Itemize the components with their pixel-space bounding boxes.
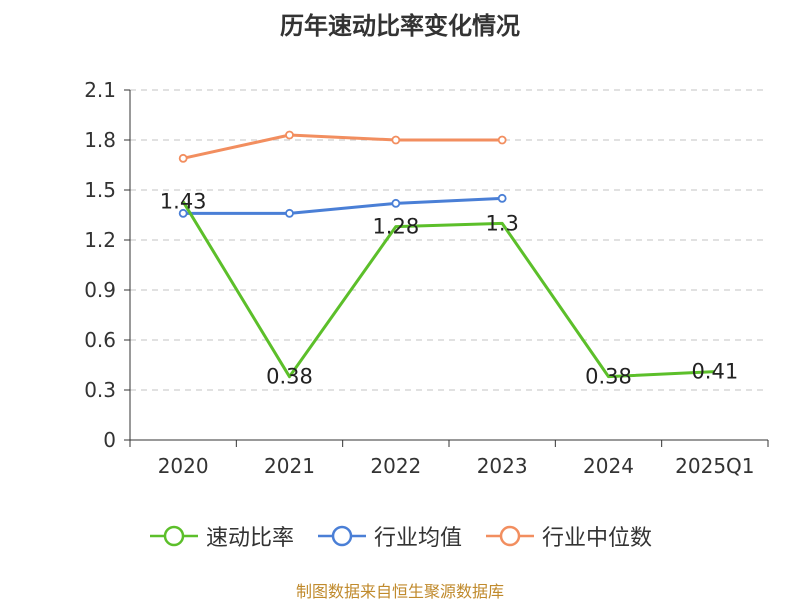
- data-label: 1.3: [485, 211, 518, 235]
- series-point-2: [285, 130, 294, 140]
- y-tick-label: 1.2: [84, 228, 116, 252]
- y-tick-label: 2.1: [84, 78, 116, 102]
- series-point-2: [497, 135, 507, 145]
- y-tick-label: 0.9: [84, 278, 116, 302]
- y-tick-label: 0: [103, 428, 116, 452]
- legend-label: 速动比率: [205, 526, 294, 551]
- series-lines: [181, 133, 715, 379]
- legend-swatch: [149, 525, 198, 547]
- legend-item-1[interactable]: 行业均值: [316, 520, 462, 552]
- series-line-0: [181, 200, 715, 379]
- x-tick-label: 2024: [583, 454, 634, 478]
- x-tick-label: 2023: [477, 454, 528, 478]
- series-line-2: [182, 133, 503, 160]
- y-tick-label: 1.5: [84, 178, 116, 202]
- y-tick-label: 1.8: [84, 128, 116, 152]
- data-label: 0.38: [585, 365, 632, 389]
- x-tick-label: 2022: [370, 454, 421, 478]
- series-point-1: [497, 193, 507, 203]
- x-tick-label: 2025Q1: [675, 454, 754, 478]
- legend: 速动比率 行业均值 行业中位数: [0, 520, 800, 552]
- legend-label: 行业均值: [373, 526, 462, 551]
- y-tick-label: 0.6: [84, 328, 116, 352]
- series-point-1: [391, 198, 401, 208]
- data-label: 1.43: [160, 190, 207, 214]
- source-note: 制图数据来自恒生聚源数据库: [295, 582, 504, 601]
- series-markers: [178, 130, 507, 218]
- legend-item-0[interactable]: 速动比率: [148, 520, 294, 552]
- series-point-1: [285, 208, 294, 218]
- axes: 0 0.3 0.6 0.9 1.2 1.5 1.8 2.1 2020 2021 2022 2023 20…: [84, 78, 769, 478]
- series-point-2: [178, 153, 188, 163]
- data-label: 0.41: [691, 360, 738, 384]
- legend-item-2[interactable]: 行业中位数: [484, 520, 652, 552]
- chart-title: 历年速动比率变化情况: [280, 12, 520, 40]
- y-tick-label: 0.3: [84, 378, 116, 402]
- series-point-2: [391, 135, 401, 145]
- data-label: 1.28: [372, 215, 419, 239]
- legend-swatch: [317, 525, 366, 547]
- grid-lines: [130, 89, 768, 391]
- x-tick-label: 2020: [158, 454, 209, 478]
- series-line-1: [183, 196, 503, 215]
- data-labels: 1.43 0.38 1.28 1.3 0.38 0.41: [160, 190, 738, 389]
- series-point-1: [178, 208, 188, 218]
- data-label: 0.38: [266, 365, 313, 389]
- legend-swatch: [486, 525, 534, 547]
- legend-label: 行业中位数: [542, 526, 653, 551]
- x-tick-label: 2021: [264, 454, 315, 478]
